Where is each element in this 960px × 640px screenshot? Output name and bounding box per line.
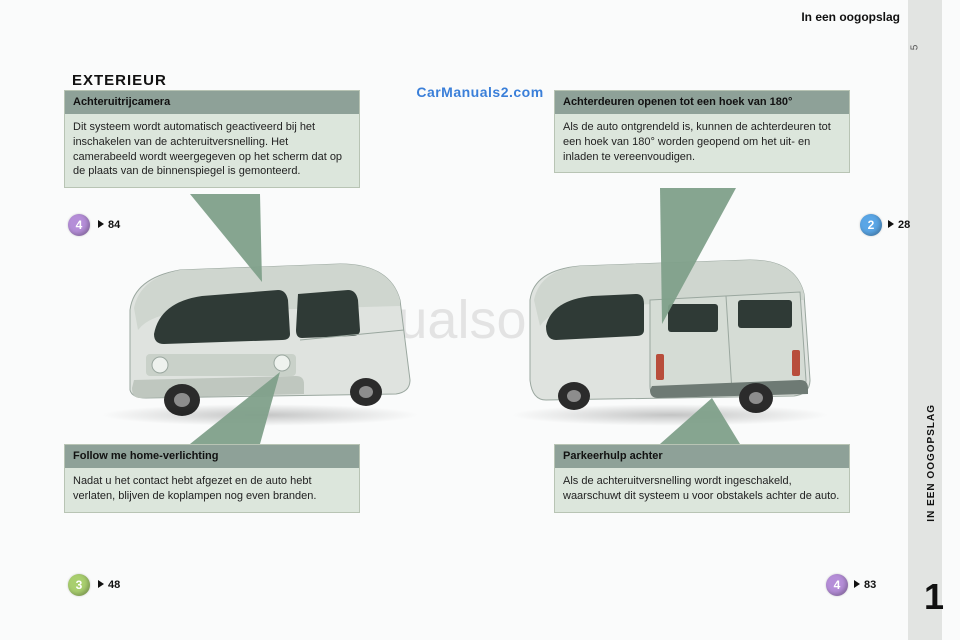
chapter-number: 1 [924,576,944,618]
ref-bubble-28: 2 [860,214,882,236]
watermark-top: CarManuals2.com [416,84,543,100]
page-header: In een oogopslag [801,10,900,24]
page-ref-48: 48 [98,579,120,591]
side-strip [908,0,942,640]
callout-title: Achteruitrijcamera [65,91,359,114]
callout-park-assist: Parkeerhulp achter Als de achteruitversn… [554,444,850,513]
callout-body: Als de auto ontgrendeld is, kunnen de ac… [555,114,849,173]
chevron-right-icon [888,220,894,228]
callout-body: Dit systeem wordt automatisch geactiveer… [65,114,359,187]
callout-title: Parkeerhulp achter [555,445,849,468]
callout-rear-doors: Achterdeuren openen tot een hoek van 180… [554,90,850,173]
callout-title: Follow me home-verlichting [65,445,359,468]
ref-bubble-48: 3 [68,574,90,596]
callout-follow-me: Follow me home-verlichting Nadat u het c… [64,444,360,513]
page-ref-83: 83 [854,579,876,591]
ref-bubble-84: 4 [68,214,90,236]
van-rear-illustration [500,230,840,430]
side-section-label: IN EEN OOGOPSLAG [926,404,937,522]
chevron-right-icon [98,580,104,588]
page-ref-28: 28 [888,219,910,231]
page-number: 5 [910,45,921,51]
callout-body: Als de achteruitversnelling wordt ingesc… [555,468,849,512]
callout-title: Achterdeuren openen tot een hoek van 180… [555,91,849,114]
section-title: EXTERIEUR [72,72,167,89]
chevron-right-icon [854,580,860,588]
chevron-right-icon [98,220,104,228]
callout-body: Nadat u het contact hebt afgezet en de a… [65,468,359,512]
callout-rear-camera: Achteruitrijcamera Dit systeem wordt aut… [64,90,360,188]
van-front-illustration [90,230,430,430]
ref-bubble-83: 4 [826,574,848,596]
